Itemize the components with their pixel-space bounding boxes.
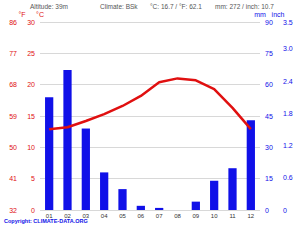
svg-text:°C: 16.7 / °F: 62.1: °C: 16.7 / °F: 62.1	[150, 3, 202, 10]
svg-text:3.0: 3.0	[283, 45, 293, 52]
svg-text:41: 41	[9, 175, 17, 182]
svg-text:12: 12	[247, 213, 254, 219]
svg-text:inch: inch	[272, 11, 285, 18]
svg-text:77: 77	[9, 50, 17, 57]
svg-text:15: 15	[27, 113, 35, 120]
svg-text:°F: °F	[18, 11, 25, 18]
svg-text:°C: °C	[36, 11, 44, 18]
svg-text:Climate: BSk: Climate: BSk	[100, 3, 138, 10]
svg-text:25: 25	[27, 50, 35, 57]
svg-text:10: 10	[27, 144, 35, 151]
svg-text:10: 10	[211, 213, 218, 219]
svg-text:5: 5	[31, 175, 35, 182]
svg-text:0.6: 0.6	[283, 174, 293, 181]
svg-text:32: 32	[9, 207, 17, 214]
svg-text:03: 03	[82, 213, 89, 219]
svg-text:2.4: 2.4	[283, 78, 293, 85]
svg-text:11: 11	[229, 213, 236, 219]
svg-text:0: 0	[31, 207, 35, 214]
svg-text:02: 02	[64, 213, 71, 219]
svg-text:Copyright: CLIMATE-DATA.ORG: Copyright: CLIMATE-DATA.ORG	[4, 218, 88, 224]
svg-text:1.2: 1.2	[283, 142, 293, 149]
svg-text:0: 0	[265, 207, 269, 214]
svg-text:06: 06	[137, 213, 144, 219]
svg-text:3.5: 3.5	[283, 19, 293, 26]
svg-text:50: 50	[9, 144, 17, 151]
svg-text:08: 08	[174, 213, 181, 219]
svg-text:01: 01	[46, 213, 53, 219]
svg-text:59: 59	[9, 113, 17, 120]
svg-text:68: 68	[9, 81, 17, 88]
svg-text:1.8: 1.8	[283, 110, 293, 117]
svg-text:mm: 272 / inch: 10.7: mm: 272 / inch: 10.7	[215, 3, 274, 10]
svg-text:45: 45	[265, 113, 273, 120]
svg-text:mm: mm	[254, 11, 266, 18]
svg-text:75: 75	[265, 50, 273, 57]
svg-text:86: 86	[9, 19, 17, 26]
svg-text:Altitude: 39m: Altitude: 39m	[30, 3, 68, 10]
svg-text:20: 20	[27, 81, 35, 88]
svg-text:30: 30	[265, 144, 273, 151]
svg-text:15: 15	[265, 175, 273, 182]
svg-text:30: 30	[27, 19, 35, 26]
svg-text:04: 04	[101, 213, 108, 219]
svg-text:05: 05	[119, 213, 126, 219]
svg-text:09: 09	[192, 213, 199, 219]
svg-text:60: 60	[265, 81, 273, 88]
svg-text:0: 0	[283, 207, 287, 214]
svg-text:90: 90	[265, 19, 273, 26]
svg-text:07: 07	[156, 213, 163, 219]
